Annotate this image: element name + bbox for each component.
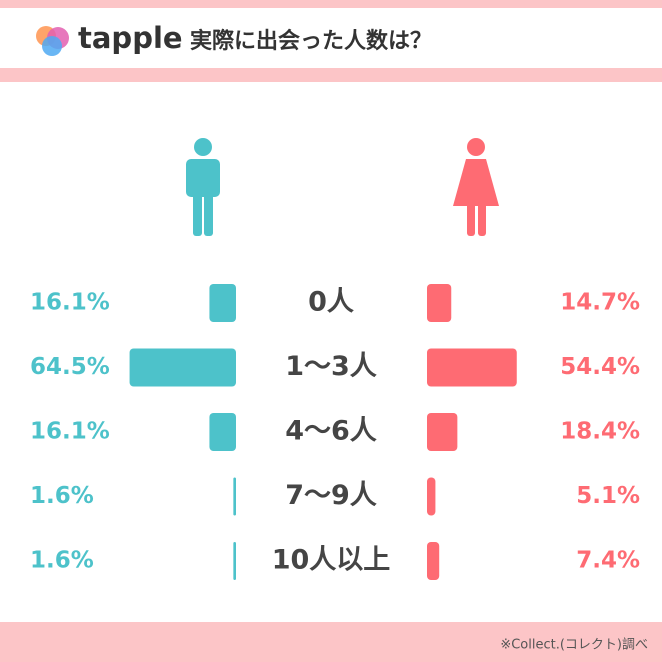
- category-label: 0人: [308, 287, 354, 318]
- logo: [36, 26, 69, 56]
- bar: [427, 542, 440, 580]
- value-label: 18.4%: [560, 419, 640, 445]
- footer-band: [0, 622, 662, 662]
- chart-title: 実際に出会った人数は？: [190, 28, 432, 54]
- value-label: 5.1%: [576, 483, 640, 509]
- category-label: 10人以上: [272, 545, 391, 576]
- value-label: 16.1%: [30, 290, 110, 316]
- bar: [209, 284, 236, 322]
- bar: [427, 284, 452, 322]
- male-icon: [186, 138, 220, 236]
- value-label: 54.4%: [560, 354, 640, 380]
- top-band: [0, 0, 662, 8]
- value-label: 64.5%: [30, 354, 110, 380]
- category-label: 4〜6人: [285, 416, 377, 447]
- female-icon: [453, 138, 499, 236]
- category-label: 7〜9人: [285, 480, 377, 511]
- footer-note: ※Collect.(コレクト)調べ: [500, 638, 648, 653]
- brand: tapple: [78, 21, 183, 55]
- value-label: 16.1%: [30, 419, 110, 445]
- category-label: 1〜3人: [285, 351, 377, 382]
- bar: [427, 413, 458, 451]
- header-band: [0, 68, 662, 82]
- value-label: 1.6%: [30, 548, 94, 574]
- value-label: 1.6%: [30, 483, 94, 509]
- bar: [209, 413, 236, 451]
- bar: [129, 348, 236, 387]
- value-label: 7.4%: [576, 548, 640, 574]
- bar: [233, 477, 236, 516]
- bar: [233, 542, 236, 580]
- bar: [427, 348, 517, 387]
- bar: [427, 477, 436, 516]
- value-label: 14.7%: [560, 290, 640, 316]
